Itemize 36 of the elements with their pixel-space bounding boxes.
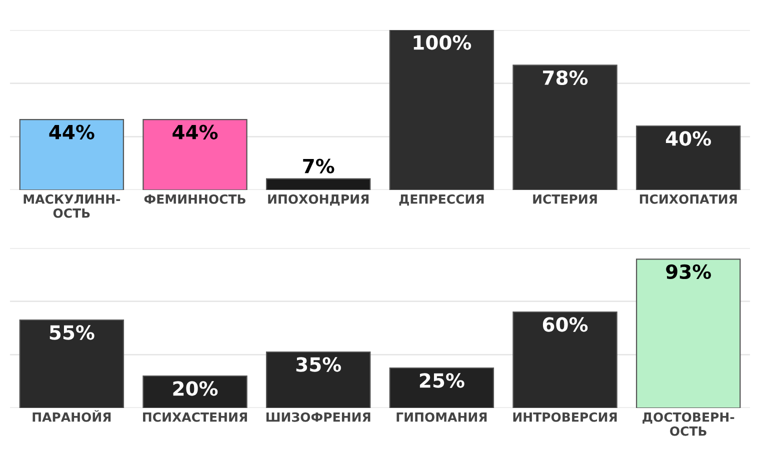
bar [142, 375, 248, 408]
data-label: 40% [666, 131, 711, 146]
data-label: 78% [543, 70, 588, 86]
data-label: 20% [173, 381, 218, 396]
bar [266, 178, 371, 190]
x-tick-label: МАСКУЛИНН- ОСТЬ [24, 194, 120, 218]
data-label: 60% [542, 317, 588, 332]
x-tick-label: ФЕМИННОСТЬ [144, 194, 246, 204]
bar [389, 367, 494, 408]
bar [512, 64, 618, 190]
x-tick-label: ПАРАНОЙЯ [32, 410, 111, 422]
x-tick-label: ИНТРОВЕРСИЯ [513, 412, 617, 422]
x-tick-label: ШИЗОФРЕНИЯ [266, 412, 370, 422]
x-tick-label: ДОСТОВЕРН- ОСТЬ [642, 412, 734, 436]
bar [636, 125, 741, 190]
data-label: 25% [420, 373, 464, 388]
data-label: 100% [414, 35, 472, 50]
x-tick-label: ПСИХОПАТИЯ [640, 194, 737, 204]
x-tick-label: ИПОХОНДРИЯ [268, 194, 369, 206]
bar [142, 119, 248, 190]
x-tick-label: ИСТЕРИЯ [533, 194, 597, 204]
data-label: 44% [172, 124, 218, 140]
bar [19, 119, 124, 190]
data-label: 55% [50, 325, 94, 340]
x-tick-label: ПСИХАСТЕНИЯ [143, 412, 247, 422]
data-label: 93% [666, 264, 711, 280]
x-tick-label: ДЕПРЕССИЯ [399, 194, 484, 206]
x-tick-label: ГИПОМАНИЯ [396, 412, 487, 422]
data-label: 44% [49, 124, 94, 140]
bar [512, 311, 618, 408]
bar [389, 30, 494, 190]
bar [19, 319, 124, 408]
bar [636, 258, 741, 408]
data-label: 35% [296, 357, 341, 372]
bar [266, 351, 371, 408]
data-label: 7% [303, 158, 334, 174]
